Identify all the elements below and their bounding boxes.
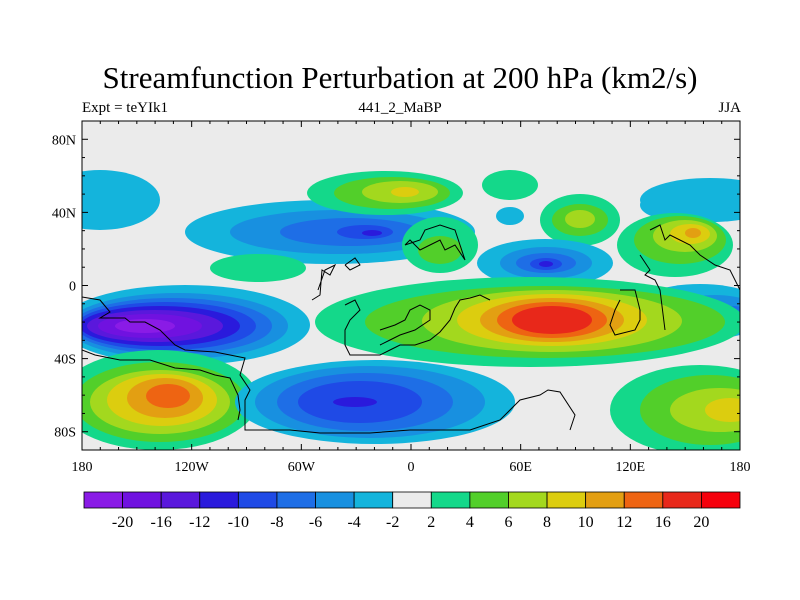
- colorbar-label: 10: [578, 514, 594, 531]
- colorbar-label: -2: [386, 514, 399, 531]
- colorbar-swatch: [469, 491, 509, 509]
- colorbar-swatch: [392, 491, 432, 509]
- y-tick-label: 80S: [54, 426, 76, 441]
- colorbar-label: 16: [655, 514, 671, 531]
- y-tick-label: 40S: [54, 353, 76, 368]
- colorbar-label: 6: [504, 514, 512, 531]
- central-asia-trough: [477, 239, 613, 287]
- contour-field: [82, 121, 740, 450]
- north-pacific-blue-band: [82, 170, 740, 230]
- run-label: 441_2_MaBP: [358, 100, 442, 116]
- small-blue-cell: [496, 207, 524, 225]
- x-tick-label: 180: [730, 460, 751, 475]
- x-tick-label: 60W: [288, 460, 316, 475]
- south-atlantic-trough: [235, 360, 515, 444]
- colorbar-label: -10: [228, 514, 249, 531]
- colorbar-label: -12: [189, 514, 210, 531]
- x-tick-label: 180: [72, 460, 93, 475]
- colorbar-swatch: [160, 491, 201, 509]
- season-label: JJA: [718, 100, 741, 116]
- colorbar-label: -6: [309, 514, 322, 531]
- colorbar-swatch: [83, 491, 123, 509]
- colorbar-label: -4: [347, 514, 360, 531]
- x-tick-label: 120W: [175, 460, 210, 475]
- chart-title: Streamfunction Perturbation at 200 hPa (…: [102, 60, 698, 95]
- y-tick-label: 80N: [52, 133, 76, 148]
- colorbar-swatch: [662, 491, 702, 509]
- south-pacific-ridge: [82, 350, 258, 450]
- colorbar-swatch: [430, 491, 471, 509]
- colorbar-label: -8: [270, 514, 283, 531]
- colorbar-label: -20: [112, 514, 133, 531]
- green-cell-mideast: [402, 217, 478, 273]
- colorbar-label: 12: [616, 514, 632, 531]
- x-axis: 180 120W 60W 0 60E 120E 180: [72, 121, 751, 475]
- east-asia-ridge: [617, 213, 733, 277]
- colorbar: -20 -16 -12 -10 -8 -6 -4 -2 2 4 6 8 10 12 16 20: [83, 491, 741, 531]
- x-tick-label: 60E: [509, 460, 532, 475]
- colorbar-swatch: [315, 491, 355, 509]
- colorbar-label: 20: [693, 514, 709, 531]
- north-ridge: [307, 171, 463, 215]
- colorbar-label: -16: [151, 514, 172, 531]
- colorbar-swatch: [623, 491, 664, 509]
- coastlines: [82, 224, 740, 434]
- south-indian-ridge: [610, 365, 740, 450]
- x-tick-label: 120E: [616, 460, 646, 475]
- y-tick-label: 40N: [52, 206, 76, 221]
- colorbar-swatch: [199, 491, 239, 509]
- experiment-label: Expt = teYIk1: [82, 100, 168, 116]
- colorbar-swatch: [701, 491, 741, 509]
- equatorial-green-cell: [210, 254, 306, 282]
- colorbar-swatch: [585, 491, 625, 509]
- colorbar-label: 4: [466, 514, 474, 531]
- colorbar-swatch: [237, 491, 278, 509]
- x-tick-label: 0: [408, 460, 415, 475]
- indian-ocean-ridge: [315, 277, 740, 367]
- colorbar-label: 8: [543, 514, 551, 531]
- colorbar-label: 2: [427, 514, 435, 531]
- green-cell-north-60e: [482, 170, 620, 246]
- colorbar-swatch: [353, 491, 394, 509]
- y-axis: 80N 40N 0 40S 80S: [52, 120, 740, 451]
- colorbar-swatch: [276, 491, 316, 509]
- y-tick-label: 0: [69, 280, 76, 295]
- colorbar-swatch: [122, 491, 162, 509]
- colorbar-swatch: [508, 491, 548, 509]
- colorbar-swatch: [546, 491, 587, 509]
